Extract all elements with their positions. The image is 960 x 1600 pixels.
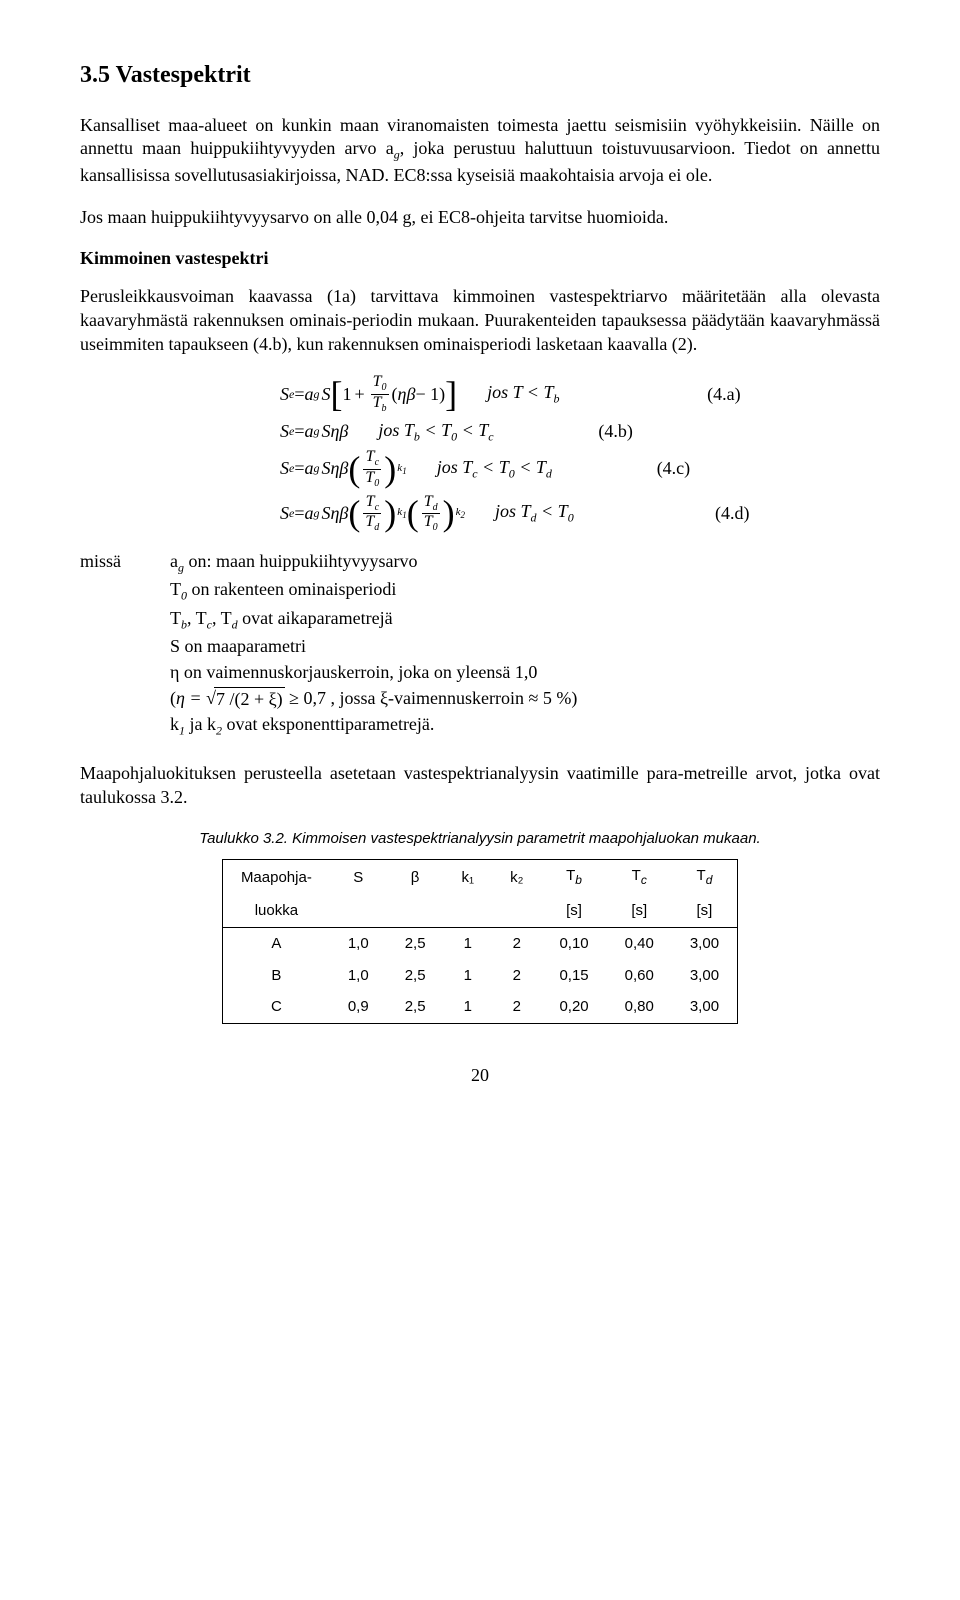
table-cell: 0,10: [541, 927, 606, 959]
parameters-table: Maapohja- S β k₁ k₂ Tb Tc Td luokka [s] …: [222, 859, 738, 1024]
table-cell: A: [222, 927, 329, 959]
table-cell: 1,0: [330, 927, 387, 959]
unit-s-1: [s]: [541, 895, 606, 927]
table-row: A1,02,5120,100,403,00: [222, 927, 737, 959]
table-cell: 0,20: [541, 991, 606, 1023]
equation-4c: Se = ag Sηβ ( Tc T0 )k1 jos Tc < T0 < Td…: [80, 449, 880, 489]
def-line-7: k1 ja k2 ovat eksponenttiparametrejä.: [170, 713, 880, 739]
table-caption: Taulukko 3.2. Kimmoisen vastespektrianal…: [80, 829, 880, 849]
col-k2: k₂: [492, 860, 541, 895]
def-line-3: Tb, Tc, Td ovat aikaparametrejä: [170, 607, 880, 633]
table-cell: 3,00: [672, 927, 738, 959]
table-cell: 1: [444, 927, 493, 959]
def-line-2: T0 on rakenteen ominaisperiodi: [170, 578, 880, 604]
table-cell: 1: [444, 991, 493, 1023]
def-line-1: ag on: maan huippukiihtyvyysarvo: [170, 550, 880, 576]
unit-s-2: [s]: [607, 895, 672, 927]
definitions-label: missä: [80, 550, 170, 742]
table-cell: 1,0: [330, 960, 387, 992]
table-row: B1,02,5120,150,603,00: [222, 960, 737, 992]
table-cell: 0,80: [607, 991, 672, 1023]
table-cell: 2,5: [387, 991, 444, 1023]
table-cell: 2: [492, 927, 541, 959]
col-k1: k₁: [444, 860, 493, 895]
table-cell: 3,00: [672, 991, 738, 1023]
paragraph-3: Perusleikkausvoiman kaavassa (1a) tarvit…: [80, 285, 880, 356]
col-beta: β: [387, 860, 444, 895]
col-tc: Tc: [607, 860, 672, 895]
page-number: 20: [80, 1064, 880, 1088]
table-cell: 0,9: [330, 991, 387, 1023]
paragraph-2: Jos maan huippukiihtyvyysarvo on alle 0,…: [80, 206, 880, 230]
equation-4a: Se = ag S [ 1 + T0 Tb (ηβ − 1) ] jos T <…: [80, 374, 880, 414]
def-line-5: η on vaimennuskorjauskerroin, joka on yl…: [170, 661, 880, 685]
unit-s-3: [s]: [672, 895, 738, 927]
table-row: C0,92,5120,200,803,00: [222, 991, 737, 1023]
col-td: Td: [672, 860, 738, 895]
table-cell: 2: [492, 960, 541, 992]
def-line-4: S on maaparametri: [170, 635, 880, 659]
table-cell: 2,5: [387, 960, 444, 992]
equation-4d: Se = ag Sηβ ( Tc Td )k1 ( Td T0 )k2 jos …: [80, 494, 880, 534]
col-s: S: [330, 860, 387, 895]
col-maapohja: Maapohja-: [222, 860, 329, 895]
table-cell: 0,60: [607, 960, 672, 992]
col-maapohja-2: luokka: [222, 895, 329, 927]
definitions-block: missä ag on: maan huippukiihtyvyysarvo T…: [80, 550, 880, 742]
equation-group: Se = ag S [ 1 + T0 Tb (ηβ − 1) ] jos T <…: [80, 374, 880, 534]
table-cell: 1: [444, 960, 493, 992]
paragraph-1: Kansalliset maa-alueet on kunkin maan vi…: [80, 114, 880, 188]
equation-4b: Se = ag Sηβ jos Tb < T0 < Tc (4.b): [80, 419, 880, 445]
table-cell: 2,5: [387, 927, 444, 959]
table-cell: B: [222, 960, 329, 992]
paragraph-4: Maapohjaluokituksen perusteella asetetaa…: [80, 762, 880, 810]
table-cell: 2: [492, 991, 541, 1023]
table-cell: 0,40: [607, 927, 672, 959]
table-cell: C: [222, 991, 329, 1023]
def-line-6: (η = √7 /(2 + ξ) ≥ 0,7 , jossa ξ-vaimenn…: [170, 687, 880, 712]
subheading-kimmoinen: Kimmoinen vastespektri: [80, 247, 880, 271]
table-cell: 0,15: [541, 960, 606, 992]
col-tb: Tb: [541, 860, 606, 895]
section-heading: 3.5 Vastespektrit: [80, 60, 880, 92]
table-cell: 3,00: [672, 960, 738, 992]
